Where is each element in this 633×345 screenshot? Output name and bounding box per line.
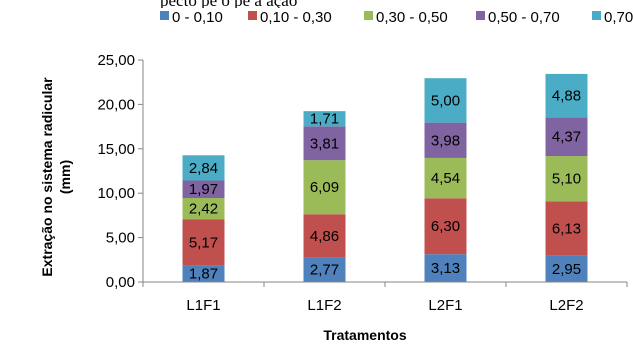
legend-label: 0,50 - 0,70 <box>488 9 560 26</box>
data-label: 4,37 <box>552 129 581 146</box>
chart-legend: 0 - 0,10 0,10 - 0,30 0,30 - 0,50 0,50 - 0,7… <box>160 9 633 26</box>
y-axis: 0,00 5,00 10,00 15,00 20,00 25,00 <box>97 52 144 291</box>
y-axis-title-line-2: (mm) <box>57 160 73 194</box>
bar-stacks: 1,87 5,17 2,42 1,97 2,84 2,77 4,86 6,09 3,81 1,71… <box>182 73 588 283</box>
bar-stack: 2,95 6,13 5,10 4,37 4,88 <box>545 73 588 282</box>
data-label: 3,13 <box>431 260 460 277</box>
y-tick-label: 25,00 <box>97 52 135 69</box>
data-label: 1,97 <box>189 181 218 198</box>
bar-segment <box>424 122 467 158</box>
y-tick-label: 0,00 <box>106 274 135 291</box>
bar-stack: 3,13 6,30 4,54 3,98 5,00 <box>424 78 467 282</box>
data-label: 1,71 <box>310 111 339 128</box>
legend-swatch <box>248 11 257 20</box>
y-tick-label: 20,00 <box>97 96 135 113</box>
y-tick-label: 15,00 <box>97 141 135 158</box>
data-label: 6,30 <box>431 218 460 235</box>
data-label: 5,17 <box>189 234 218 251</box>
bar-segment <box>303 257 346 282</box>
data-label: 5,00 <box>431 92 460 109</box>
bar-segment <box>545 73 588 118</box>
data-label: 1,87 <box>189 266 218 283</box>
data-label: 2,84 <box>189 160 218 177</box>
bar-segment <box>545 201 588 256</box>
legend-label: 0 - 0,10 <box>172 9 223 26</box>
legend-swatch <box>160 11 169 20</box>
data-label: 2,42 <box>189 201 218 218</box>
bar-stack: 2,77 4,86 6,09 3,81 1,71 <box>303 111 346 282</box>
bar-stack: 1,87 5,17 2,42 1,97 2,84 <box>182 155 225 283</box>
legend-swatch <box>476 11 485 20</box>
legend-swatch <box>364 11 373 20</box>
bar-segment <box>182 219 225 266</box>
bar-segment <box>424 78 467 123</box>
bar-segment <box>303 126 346 161</box>
bar-segment <box>303 214 346 258</box>
x-axis-title: Tratamentos <box>323 327 406 343</box>
bar-segment <box>182 197 225 220</box>
bar-segment <box>545 156 588 202</box>
legend-label: 0,10 - 0,30 <box>260 9 332 26</box>
legend-label: 0,70 - 0,90 <box>604 9 633 26</box>
bar-segment <box>303 111 346 127</box>
cropped-header-fragment: pecto pe o pe a ação <box>160 0 297 8</box>
x-tick-label: L1F1 <box>186 297 220 314</box>
data-label: 4,54 <box>431 170 460 187</box>
data-label: 4,86 <box>310 228 339 245</box>
bar-segment <box>424 157 467 199</box>
bar-segment <box>424 198 467 255</box>
legend-swatch <box>592 11 601 20</box>
bar-segment <box>545 117 588 157</box>
bar-segment <box>182 180 225 198</box>
data-label: 3,81 <box>310 135 339 152</box>
bar-segment <box>303 160 346 215</box>
data-label: 2,95 <box>552 261 581 278</box>
bar-segment <box>182 265 225 282</box>
bar-segment <box>545 255 588 282</box>
cropped-header-text: pecto pe o pe a ação <box>0 0 633 8</box>
data-label: 2,77 <box>310 262 339 279</box>
data-label: 6,13 <box>552 221 581 238</box>
y-tick-label: 5,00 <box>106 230 135 247</box>
y-tick-label: 10,00 <box>97 185 135 202</box>
data-label: 4,88 <box>552 88 581 105</box>
data-label: 3,98 <box>431 132 460 149</box>
x-axis: L1F1 L1F2 L2F1 L2F2 <box>142 281 628 314</box>
x-tick-label: L2F2 <box>549 297 583 314</box>
legend-label: 0,30 - 0,50 <box>376 9 448 26</box>
y-axis-title-line-1: Extração no sistema radicular <box>39 77 55 277</box>
bar-segment <box>424 254 467 282</box>
bar-segment <box>182 155 225 181</box>
data-label: 6,09 <box>310 179 339 196</box>
x-tick-label: L2F1 <box>428 297 462 314</box>
data-label: 5,10 <box>552 171 581 188</box>
x-tick-label: L1F2 <box>307 297 341 314</box>
